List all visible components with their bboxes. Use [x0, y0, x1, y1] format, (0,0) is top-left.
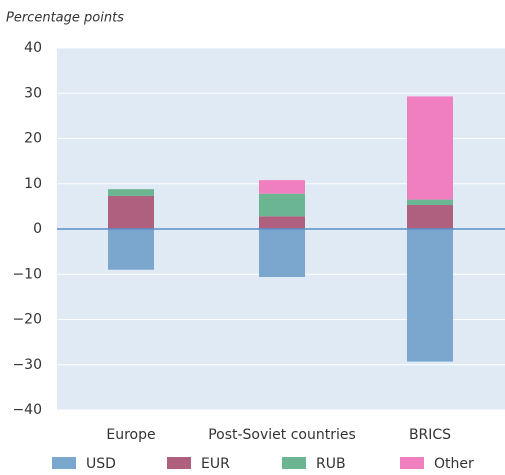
legend-swatch [52, 457, 76, 469]
legend-label: RUB [316, 456, 346, 472]
legend-swatch [282, 457, 306, 469]
bar-segment [108, 195, 154, 229]
bar-segment [407, 229, 453, 362]
y-tick-label: 0 [33, 221, 42, 237]
bar-segment [407, 199, 453, 206]
legend-label: Other [434, 456, 474, 472]
legend-swatch [167, 457, 191, 469]
legend-label: EUR [201, 456, 230, 472]
y-tick-label: 10 [24, 176, 42, 192]
legend-label: USD [86, 456, 116, 472]
bar-segment [108, 189, 154, 196]
y-tick-label: 30 [24, 85, 42, 101]
y-tick-label: −40 [12, 402, 42, 418]
y-tick-label: −10 [12, 266, 42, 282]
bar-segment [259, 193, 305, 217]
bar-segment [108, 229, 154, 270]
y-tick-label: 20 [24, 131, 42, 147]
y-axis-label: Percentage points [6, 11, 124, 26]
y-tick-label: −30 [12, 357, 42, 373]
bar-segment [407, 205, 453, 229]
x-tick-label: BRICS [409, 427, 451, 443]
bar-segment [259, 229, 305, 277]
bar-segment [259, 180, 305, 194]
x-tick-label: Europe [106, 427, 155, 443]
bar-segment [407, 96, 453, 200]
legend-swatch [400, 457, 424, 469]
bar-segment [259, 216, 305, 229]
y-tick-label: −20 [12, 312, 42, 328]
x-tick-label: Post-Soviet countries [208, 427, 356, 443]
y-tick-label: 40 [24, 40, 42, 56]
